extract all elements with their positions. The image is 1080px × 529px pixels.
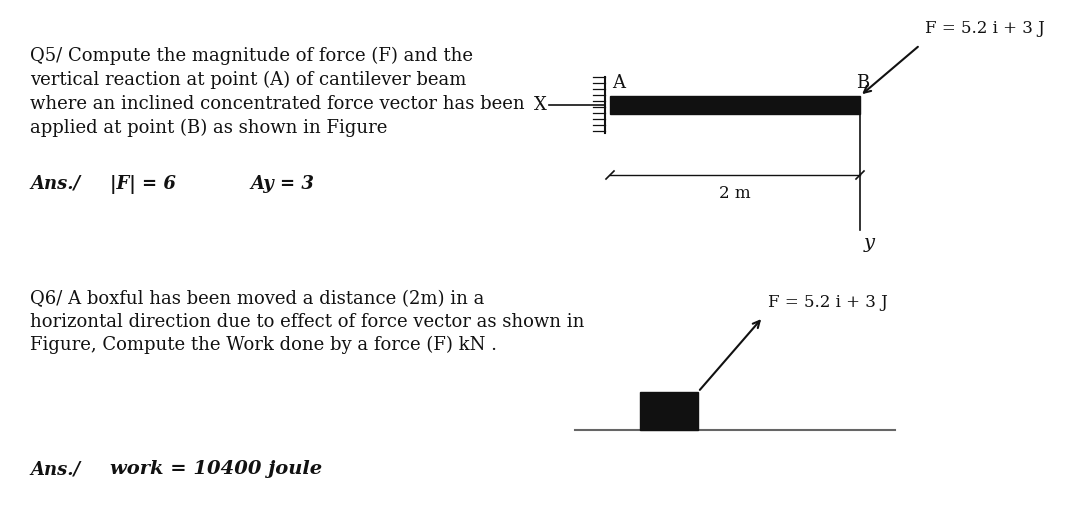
Text: where an inclined concentrated force vector has been: where an inclined concentrated force vec… <box>30 95 525 113</box>
Text: X: X <box>535 96 546 114</box>
Text: 2 m: 2 m <box>719 185 751 202</box>
Text: Ay = 3: Ay = 3 <box>249 175 314 193</box>
Text: Q5/ Compute the magnitude of force (F) and the: Q5/ Compute the magnitude of force (F) a… <box>30 47 473 65</box>
Text: Ans./: Ans./ <box>30 175 80 193</box>
Text: work = 10400 joule: work = 10400 joule <box>110 460 322 478</box>
Text: horizontal direction due to effect of force vector as shown in: horizontal direction due to effect of fo… <box>30 313 584 331</box>
Text: Ans./: Ans./ <box>30 460 80 478</box>
Text: Figure, Compute the Work done by a force (F) kN .: Figure, Compute the Work done by a force… <box>30 336 497 354</box>
Text: vertical reaction at point (A) of cantilever beam: vertical reaction at point (A) of cantil… <box>30 71 467 89</box>
Text: F = 5.2 i + 3 J: F = 5.2 i + 3 J <box>924 20 1044 37</box>
Text: y: y <box>864 234 875 252</box>
Text: |F| = 6: |F| = 6 <box>110 175 176 194</box>
Text: A: A <box>612 74 625 92</box>
Bar <box>610 96 860 114</box>
Text: B: B <box>856 74 869 92</box>
Text: F = 5.2 i + 3 J: F = 5.2 i + 3 J <box>768 294 888 311</box>
Text: applied at point (B) as shown in Figure: applied at point (B) as shown in Figure <box>30 119 388 137</box>
Bar <box>640 392 698 430</box>
Text: Q6/ A boxful has been moved a distance (2m) in a: Q6/ A boxful has been moved a distance (… <box>30 290 484 308</box>
